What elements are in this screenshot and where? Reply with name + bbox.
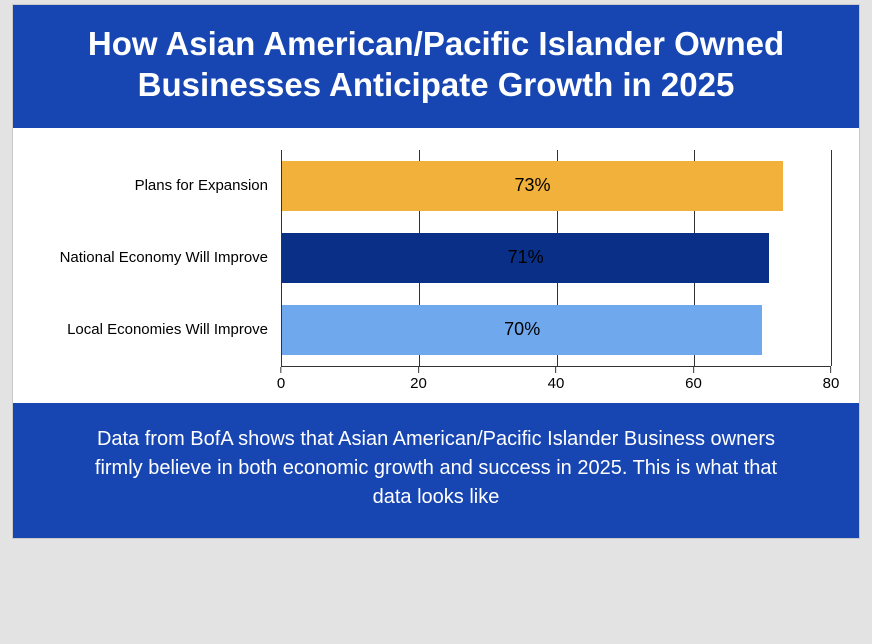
infographic-card: How Asian American/Pacific Islander Owne… [12, 4, 860, 539]
x-axis: 020406080 [281, 366, 831, 403]
x-tick: 60 [685, 367, 702, 392]
bar-row: National Economy Will Improve71% [282, 233, 831, 283]
chart-title: How Asian American/Pacific Islander Owne… [88, 25, 784, 103]
footer-caption: Data from BofA shows that Asian American… [95, 428, 777, 508]
x-tick: 80 [823, 367, 840, 392]
chart-plot: Plans for Expansion73% National Economy W… [281, 150, 831, 366]
bar-category-label: Local Economies Will Improve [28, 321, 282, 338]
gridline [831, 150, 832, 366]
footer-panel: Data from BofA shows that Asian American… [13, 403, 859, 538]
bar-row: Plans for Expansion73% [282, 161, 831, 211]
chart-area: Plans for Expansion73% National Economy W… [13, 128, 859, 403]
bar-category-label: Plans for Expansion [28, 177, 282, 194]
header-panel: How Asian American/Pacific Islander Owne… [13, 5, 859, 128]
bar: 71% [282, 233, 769, 283]
bar: 70% [282, 305, 762, 355]
bar: 73% [282, 161, 783, 211]
x-tick: 20 [410, 367, 427, 392]
bar-category-label: National Economy Will Improve [28, 249, 282, 266]
x-tick: 40 [548, 367, 565, 392]
x-tick: 0 [277, 367, 285, 392]
bar-row: Local Economies Will Improve70% [282, 305, 831, 355]
